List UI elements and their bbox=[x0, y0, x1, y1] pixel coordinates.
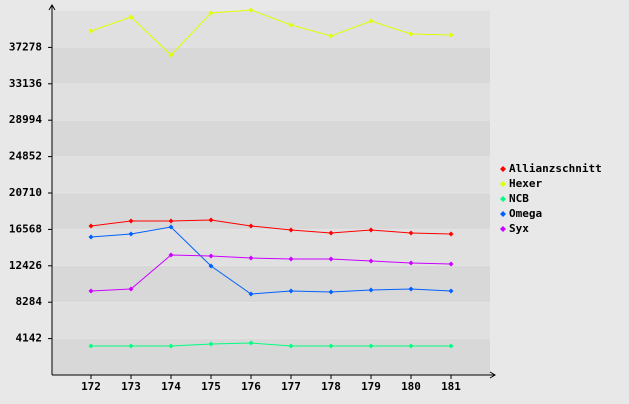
data-point bbox=[288, 227, 294, 233]
data-point bbox=[88, 234, 94, 240]
data-point bbox=[288, 343, 294, 349]
data-point bbox=[448, 288, 454, 294]
data-point bbox=[328, 33, 334, 39]
x-tick-label: 178 bbox=[321, 380, 341, 393]
data-point bbox=[128, 218, 134, 224]
data-point bbox=[128, 14, 134, 20]
data-point bbox=[88, 223, 94, 229]
data-point bbox=[208, 217, 214, 223]
series-line bbox=[90, 9, 452, 56]
y-tick-label: 37278 bbox=[9, 40, 42, 53]
data-point bbox=[368, 343, 374, 349]
data-point bbox=[208, 263, 214, 269]
data-point bbox=[328, 289, 334, 295]
plot-band bbox=[52, 120, 490, 157]
data-point bbox=[88, 343, 94, 349]
data-point bbox=[128, 343, 134, 349]
data-point bbox=[408, 260, 414, 266]
data-point bbox=[208, 253, 214, 259]
legend-marker bbox=[500, 166, 506, 172]
data-point bbox=[448, 343, 454, 349]
data-point bbox=[168, 52, 174, 58]
data-point bbox=[368, 18, 374, 24]
series-line bbox=[90, 226, 452, 295]
x-tick-label: 180 bbox=[401, 380, 421, 393]
y-tick-label: 12426 bbox=[9, 259, 42, 272]
legend-marker bbox=[500, 196, 506, 202]
data-point bbox=[208, 10, 214, 16]
legend-marker bbox=[500, 181, 506, 187]
x-tick-label: 174 bbox=[161, 380, 181, 393]
data-point bbox=[328, 343, 334, 349]
data-point bbox=[288, 22, 294, 28]
plot-band bbox=[52, 193, 490, 230]
y-tick-label: 16568 bbox=[9, 222, 42, 235]
series-line bbox=[91, 342, 451, 347]
legend-marker bbox=[500, 226, 506, 232]
y-tick-label: 28994 bbox=[9, 113, 42, 126]
legend-marker bbox=[500, 211, 506, 217]
data-point bbox=[128, 231, 134, 237]
data-point bbox=[168, 343, 174, 349]
legend-label: NCB bbox=[509, 192, 529, 205]
data-point bbox=[328, 256, 334, 262]
data-point bbox=[288, 256, 294, 262]
data-point bbox=[168, 252, 174, 258]
data-point bbox=[288, 288, 294, 294]
plot-band bbox=[52, 302, 490, 339]
plot-band bbox=[52, 47, 490, 84]
data-point bbox=[408, 230, 414, 236]
data-point bbox=[168, 224, 174, 230]
x-tick-label: 179 bbox=[361, 380, 381, 393]
data-point bbox=[88, 288, 94, 294]
data-point bbox=[328, 230, 334, 236]
plot-band bbox=[52, 11, 490, 48]
y-tick-label: 33136 bbox=[9, 77, 42, 90]
data-point bbox=[208, 341, 214, 347]
data-point bbox=[368, 287, 374, 293]
x-tick-label: 175 bbox=[201, 380, 221, 393]
x-tick-label: 177 bbox=[281, 380, 301, 393]
data-point bbox=[168, 218, 174, 224]
x-tick-label: 172 bbox=[81, 380, 101, 393]
legend-label: Omega bbox=[509, 207, 542, 220]
data-point bbox=[408, 31, 414, 37]
x-axis-arrow bbox=[489, 371, 496, 379]
data-point bbox=[248, 223, 254, 229]
plot-band bbox=[52, 265, 490, 303]
data-point bbox=[368, 227, 374, 233]
series-line bbox=[90, 254, 452, 292]
plot-band bbox=[52, 229, 490, 266]
data-point bbox=[248, 7, 254, 13]
data-point bbox=[248, 255, 254, 261]
data-point bbox=[408, 286, 414, 292]
x-tick-label: 176 bbox=[241, 380, 261, 393]
y-tick-label: 24852 bbox=[9, 150, 42, 163]
data-point bbox=[88, 28, 94, 34]
y-tick-label: 8284 bbox=[16, 295, 43, 308]
y-tick-label: 20710 bbox=[9, 186, 42, 199]
x-tick-label: 181 bbox=[441, 380, 461, 393]
legend-label: Hexer bbox=[509, 177, 542, 190]
plot-band bbox=[52, 83, 490, 121]
data-point bbox=[408, 343, 414, 349]
x-tick-label: 173 bbox=[121, 380, 141, 393]
data-point bbox=[448, 32, 454, 38]
y-axis-arrow bbox=[48, 4, 56, 11]
data-point bbox=[448, 231, 454, 237]
legend-label: Syx bbox=[509, 222, 529, 235]
data-point bbox=[248, 291, 254, 297]
data-point bbox=[128, 286, 134, 292]
y-tick-label: 4142 bbox=[16, 332, 43, 345]
legend-label: Allianzschnitt bbox=[509, 162, 602, 175]
series-line bbox=[90, 219, 452, 235]
data-point bbox=[448, 261, 454, 267]
data-point bbox=[248, 340, 254, 346]
data-point bbox=[368, 258, 374, 264]
plot-band bbox=[52, 156, 490, 193]
